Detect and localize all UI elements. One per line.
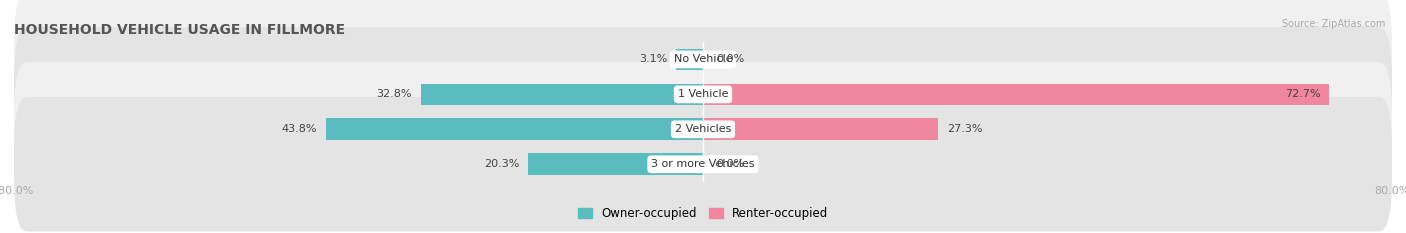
Bar xyxy=(529,154,703,175)
Bar xyxy=(703,84,1329,105)
Text: 32.8%: 32.8% xyxy=(377,89,412,99)
Text: 3 or more Vehicles: 3 or more Vehicles xyxy=(651,159,755,169)
FancyBboxPatch shape xyxy=(14,27,1392,162)
FancyBboxPatch shape xyxy=(14,62,1392,197)
Text: HOUSEHOLD VEHICLE USAGE IN FILLMORE: HOUSEHOLD VEHICLE USAGE IN FILLMORE xyxy=(14,23,346,37)
Bar xyxy=(676,49,703,70)
Text: 20.3%: 20.3% xyxy=(484,159,520,169)
Text: 43.8%: 43.8% xyxy=(281,124,318,134)
Text: 0.0%: 0.0% xyxy=(716,159,744,169)
Legend: Owner-occupied, Renter-occupied: Owner-occupied, Renter-occupied xyxy=(572,202,834,225)
Text: 72.7%: 72.7% xyxy=(1285,89,1320,99)
Bar xyxy=(703,118,938,140)
Bar xyxy=(326,118,703,140)
FancyBboxPatch shape xyxy=(14,97,1392,232)
Text: 3.1%: 3.1% xyxy=(640,55,668,64)
FancyBboxPatch shape xyxy=(14,0,1392,127)
Text: 0.0%: 0.0% xyxy=(716,55,744,64)
Text: Source: ZipAtlas.com: Source: ZipAtlas.com xyxy=(1281,19,1385,29)
Text: No Vehicle: No Vehicle xyxy=(673,55,733,64)
Bar xyxy=(420,84,703,105)
Text: 27.3%: 27.3% xyxy=(946,124,983,134)
Text: 1 Vehicle: 1 Vehicle xyxy=(678,89,728,99)
Text: 2 Vehicles: 2 Vehicles xyxy=(675,124,731,134)
